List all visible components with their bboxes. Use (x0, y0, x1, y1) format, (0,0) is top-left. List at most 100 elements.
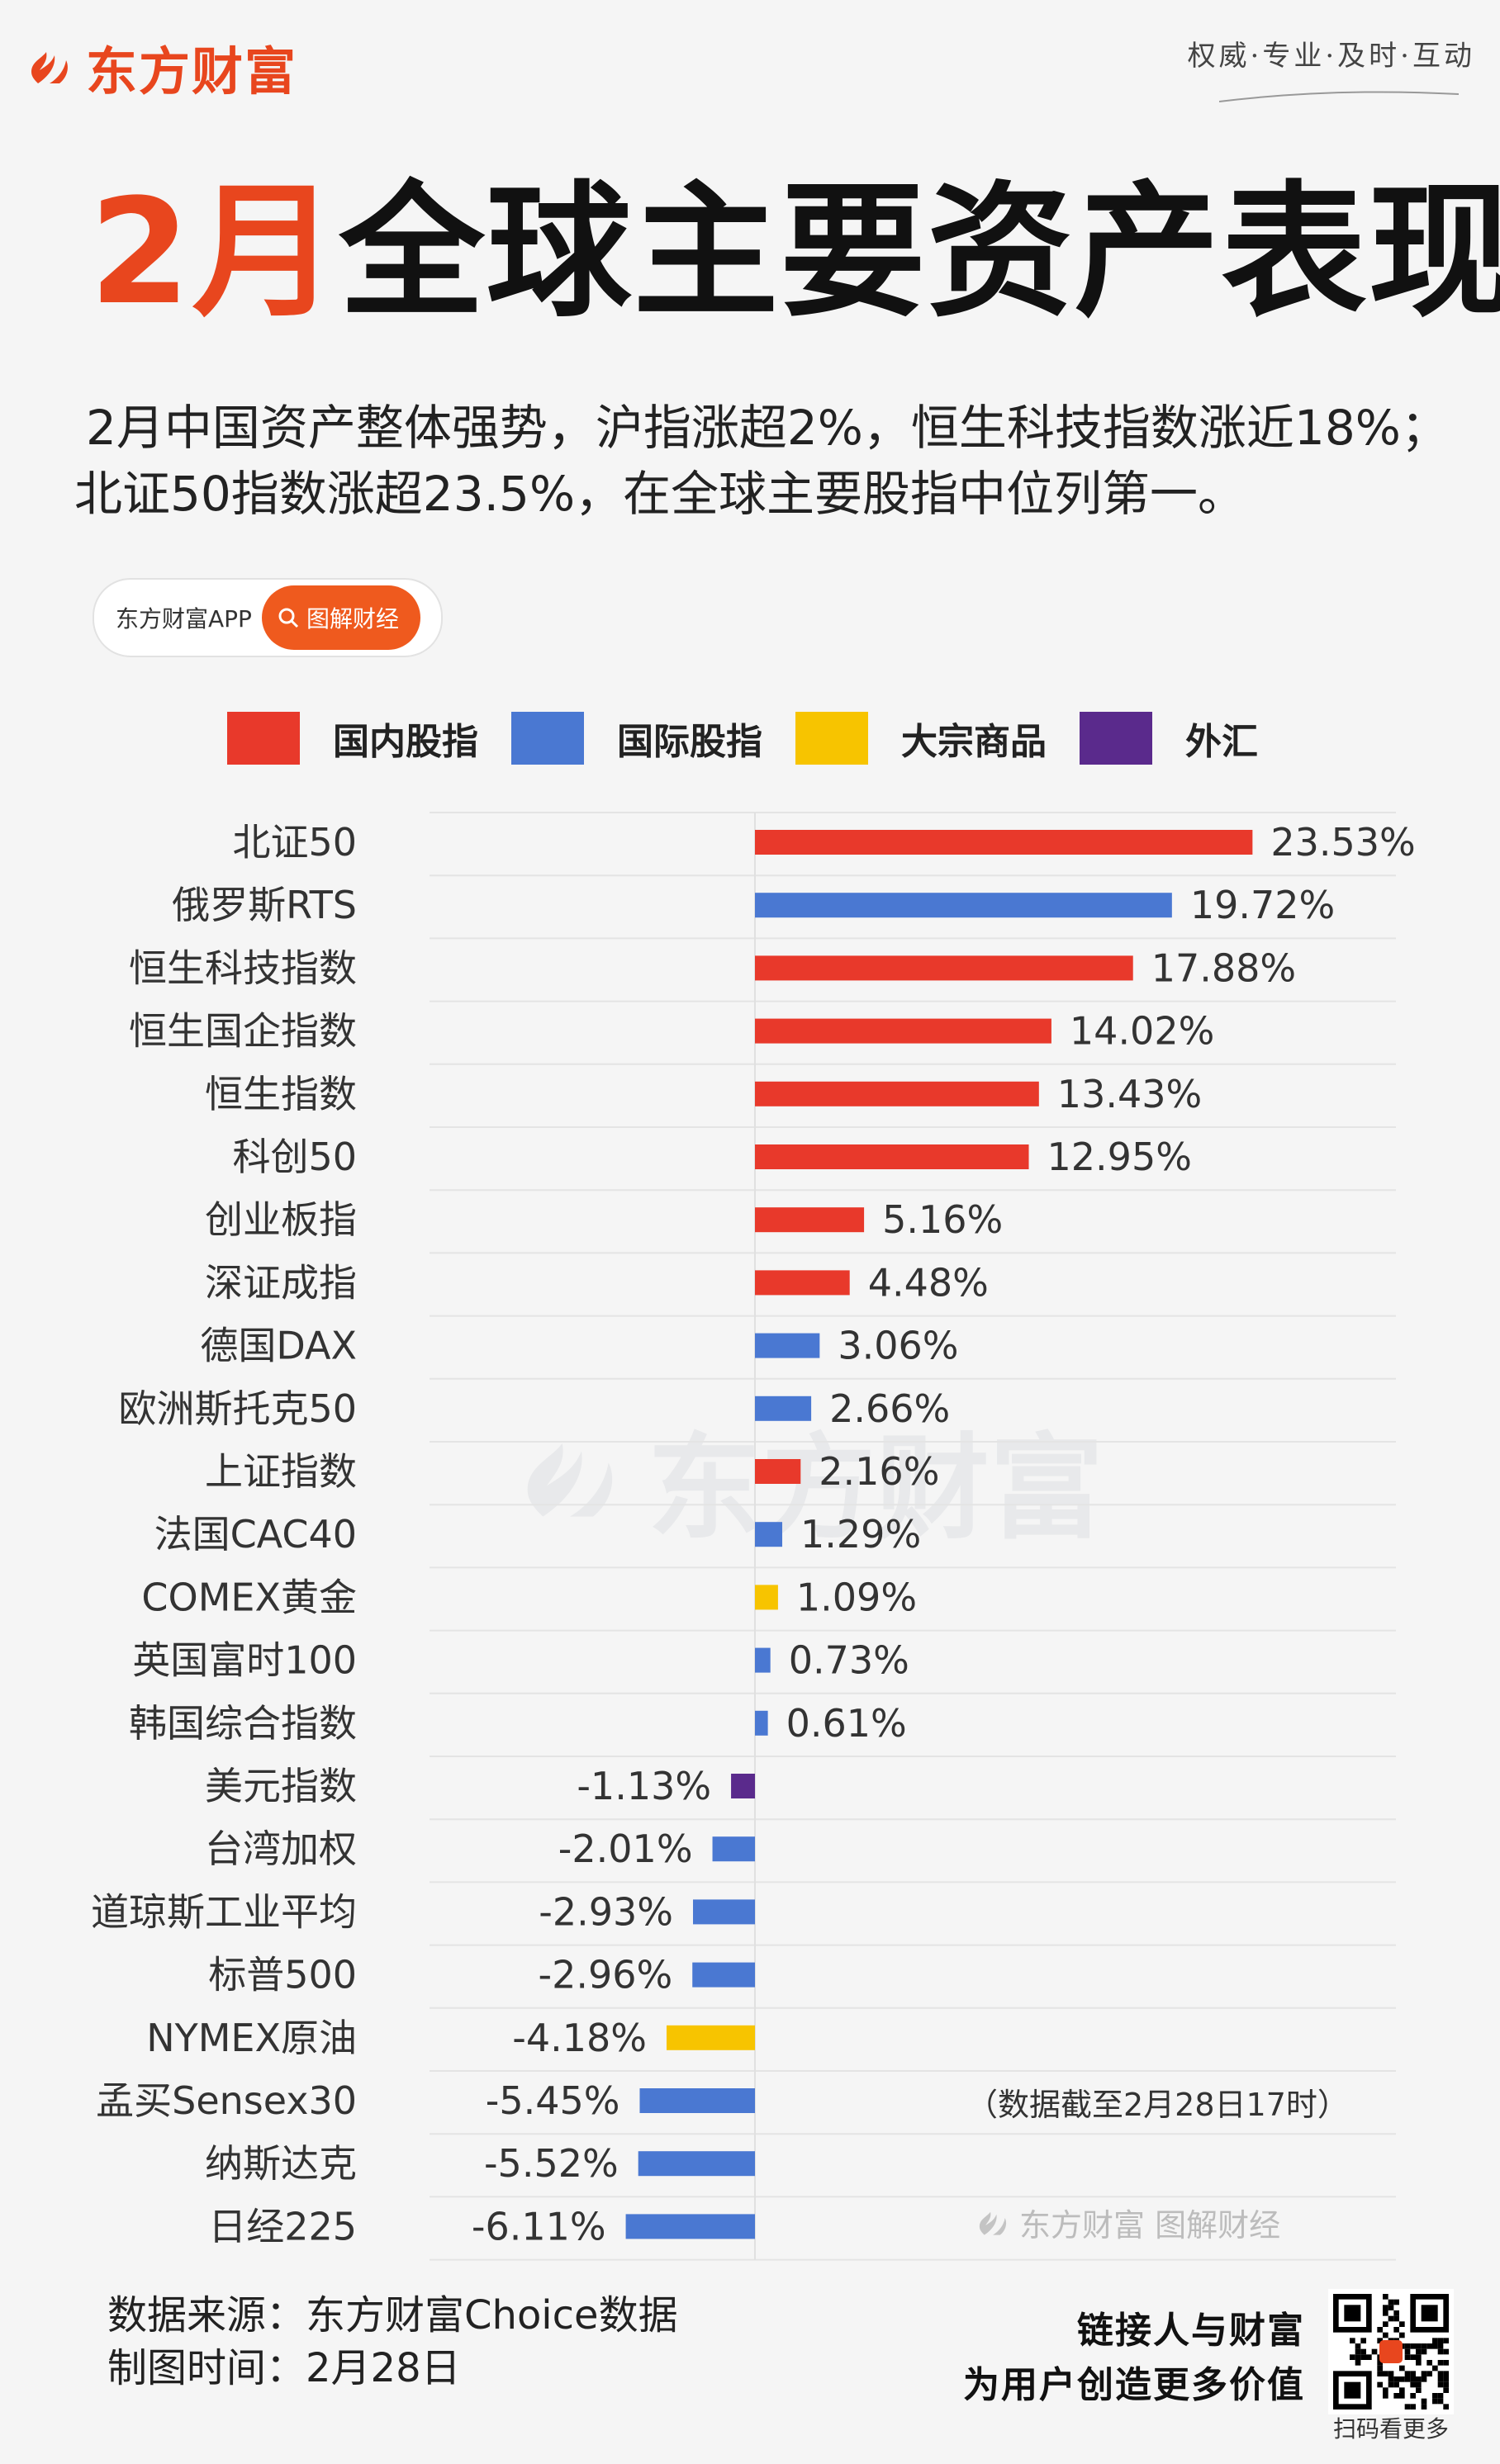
pill-tag-label: 图解财经 (306, 605, 399, 633)
bar (755, 893, 1172, 918)
value-label: 0.61% (786, 1701, 907, 1746)
qr-finder (1344, 2381, 1361, 2399)
qr-module (1388, 2371, 1394, 2376)
qr-module (1393, 2381, 1399, 2388)
footer-slogan: 链接人与财富 为用户创造更多价值 (963, 2304, 1305, 2413)
brand-signature-text: 东方财富 图解财经 (1019, 2207, 1281, 2244)
bar (639, 2088, 755, 2113)
bar (666, 2025, 755, 2050)
footer-slogan-line-2: 为用户创造更多价值 (963, 2364, 1305, 2406)
bar (692, 1899, 755, 1925)
qr-finder (1344, 2305, 1361, 2322)
legend-swatch (795, 712, 868, 765)
title-month: 2月 (89, 168, 339, 337)
qr-module (1404, 2404, 1411, 2410)
qr-module (1393, 2376, 1399, 2382)
qr-module (1416, 2387, 1422, 2393)
bar (625, 2214, 755, 2239)
qr-module (1383, 2305, 1388, 2310)
qr-module (1383, 2371, 1388, 2376)
qr-module (1399, 2365, 1405, 2372)
value-label: 0.73% (789, 1638, 909, 1683)
bar (755, 830, 1253, 855)
title-main: 全球主要资产表现 (339, 168, 1500, 337)
category-label: 英国富时100 (132, 1638, 357, 1683)
value-label: 3.06% (838, 1324, 958, 1368)
qr-module (1437, 2360, 1444, 2366)
slogan-underline (1219, 91, 1459, 102)
qr-module (1437, 2338, 1444, 2343)
qr-module (1421, 2376, 1427, 2382)
qr-module (1377, 2365, 1383, 2372)
qr-module (1410, 2343, 1416, 2349)
legend-item-domestic: 国内股指 (227, 712, 478, 765)
qr-module (1426, 2343, 1432, 2349)
pill-tag-button[interactable]: 图解财经 (261, 585, 420, 650)
qr-module (1377, 2338, 1383, 2343)
qr-module (1443, 2348, 1449, 2355)
qr-module (1383, 2332, 1388, 2338)
qr-module (1350, 2354, 1355, 2360)
value-label: 14.02% (1070, 1009, 1214, 1054)
qr-code[interactable] (1328, 2289, 1454, 2414)
legend-item-commodity: 大宗商品 (795, 712, 1047, 765)
bar (755, 955, 1133, 981)
intro-text: 2月中国资产整体强势，沪指涨超2%，恒生科技指数涨近18%； 北证50指数涨超2… (74, 395, 1479, 527)
category-label: 美元指数 (205, 1764, 357, 1808)
qr-module (1410, 2371, 1416, 2376)
legend-label: 国内股指 (333, 721, 478, 763)
category-label: 俄罗斯RTS (172, 883, 357, 927)
qr-module (1393, 2315, 1399, 2322)
qr-module (1388, 2315, 1394, 2322)
legend-swatch (227, 712, 300, 765)
value-label: 5.16% (882, 1197, 1003, 1242)
qr-module (1399, 2393, 1405, 2399)
category-label: NYMEX原油 (146, 2016, 357, 2060)
qr-module (1416, 2376, 1422, 2382)
value-label: 2.66% (829, 1386, 950, 1431)
chart-legend: 国内股指 国际股指 大宗商品 外汇 (227, 712, 1291, 765)
bar (755, 1585, 778, 1610)
qr-module (1377, 2381, 1383, 2388)
qr-module (1388, 2376, 1394, 2382)
legend-swatch (511, 712, 584, 765)
qr-module (1404, 2371, 1411, 2376)
qr-module (1416, 2348, 1422, 2355)
qr-module (1443, 2387, 1449, 2393)
category-label: 道琼斯工业平均 (91, 1889, 357, 1934)
app-pill[interactable]: 东方财富APP 图解财经 (93, 578, 443, 657)
qr-caption: 扫码看更多 (1332, 2415, 1449, 2443)
qr-module (1366, 2354, 1372, 2360)
qr-module (1410, 2393, 1416, 2399)
category-label: 标普500 (208, 1953, 357, 1997)
qr-module (1377, 2360, 1383, 2366)
category-label: 韩国综合指数 (129, 1701, 357, 1746)
qr-module (1432, 2365, 1438, 2372)
data-cutoff-note: （数据截至2月28日17时） (966, 2087, 1349, 2123)
qr-module (1410, 2381, 1416, 2388)
intro-line-1: 2月中国资产整体强势，沪指涨超2%，恒生科技指数涨近18%； (86, 400, 1449, 456)
qr-module (1410, 2354, 1416, 2360)
value-label: -2.96% (538, 1953, 672, 1997)
qr-module (1404, 2354, 1411, 2360)
bar (755, 1270, 850, 1296)
legend-item-forex: 外汇 (1080, 712, 1258, 765)
qr-module (1393, 2393, 1399, 2399)
category-label: 德国DAX (200, 1324, 357, 1368)
qr-module (1437, 2371, 1444, 2376)
qr-module (1393, 2299, 1399, 2305)
value-label: -2.01% (558, 1827, 693, 1871)
qr-module (1437, 2381, 1444, 2388)
qr-module (1399, 2332, 1405, 2338)
category-label: 上证指数 (205, 1449, 357, 1494)
footer-slogan-line-1: 链接人与财富 (1077, 2310, 1305, 2352)
bar (755, 1207, 865, 1233)
category-label: 欧洲斯托克50 (118, 1386, 357, 1431)
qr-module (1443, 2376, 1449, 2382)
qr-module (1410, 2404, 1416, 2410)
qr-module (1421, 2348, 1427, 2355)
qr-module (1437, 2348, 1444, 2355)
qr-module (1443, 2338, 1449, 2343)
legend-label: 外汇 (1185, 721, 1258, 763)
qr-module (1360, 2354, 1366, 2360)
